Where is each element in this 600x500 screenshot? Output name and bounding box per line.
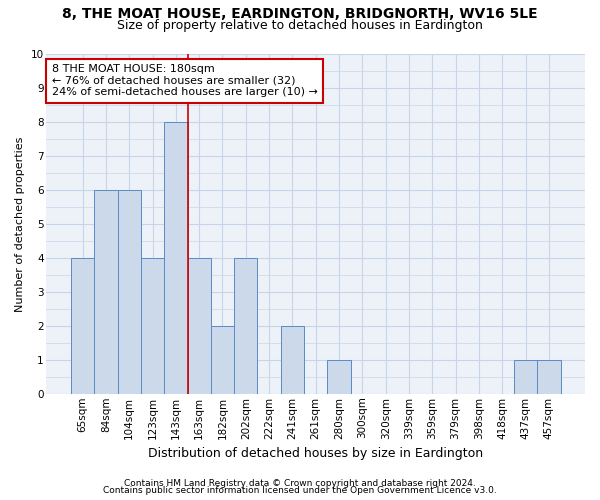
Bar xyxy=(188,258,211,394)
Bar xyxy=(211,326,234,394)
Y-axis label: Number of detached properties: Number of detached properties xyxy=(15,136,25,312)
Bar xyxy=(118,190,141,394)
Bar xyxy=(234,258,257,394)
Text: Size of property relative to detached houses in Eardington: Size of property relative to detached ho… xyxy=(117,19,483,32)
Bar xyxy=(94,190,118,394)
Bar xyxy=(281,326,304,394)
Text: Contains public sector information licensed under the Open Government Licence v3: Contains public sector information licen… xyxy=(103,486,497,495)
Bar xyxy=(141,258,164,394)
Bar xyxy=(71,258,94,394)
X-axis label: Distribution of detached houses by size in Eardington: Distribution of detached houses by size … xyxy=(148,447,483,460)
Bar xyxy=(164,122,188,394)
Bar xyxy=(328,360,350,394)
Text: Contains HM Land Registry data © Crown copyright and database right 2024.: Contains HM Land Registry data © Crown c… xyxy=(124,478,476,488)
Text: 8, THE MOAT HOUSE, EARDINGTON, BRIDGNORTH, WV16 5LE: 8, THE MOAT HOUSE, EARDINGTON, BRIDGNORT… xyxy=(62,8,538,22)
Bar xyxy=(514,360,537,394)
Bar xyxy=(537,360,560,394)
Text: 8 THE MOAT HOUSE: 180sqm
← 76% of detached houses are smaller (32)
24% of semi-d: 8 THE MOAT HOUSE: 180sqm ← 76% of detach… xyxy=(52,64,318,98)
